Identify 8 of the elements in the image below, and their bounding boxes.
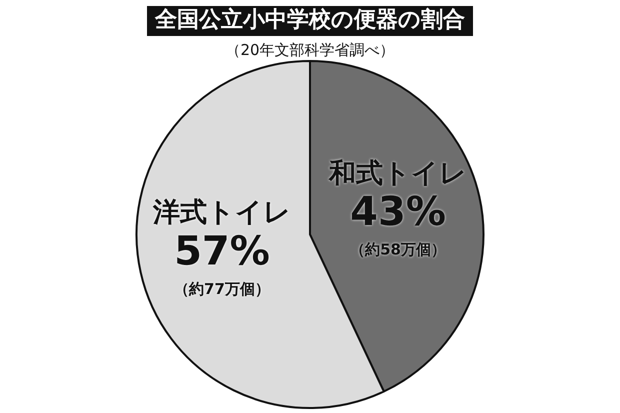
- text: （約77万個）: [174, 280, 270, 298]
- chart-title: 全国公立小中学校の便器の割合: [154, 6, 465, 33]
- data-label: 57%: [174, 228, 270, 275]
- slice-label: 洋式トイレ: [152, 197, 291, 228]
- slice-label: 和式トイレ: [328, 158, 468, 189]
- data-label: 43%: [350, 189, 446, 236]
- chart-subtitle: （20年文部科学省調べ）: [225, 40, 395, 59]
- text: （約58万個）: [350, 240, 446, 259]
